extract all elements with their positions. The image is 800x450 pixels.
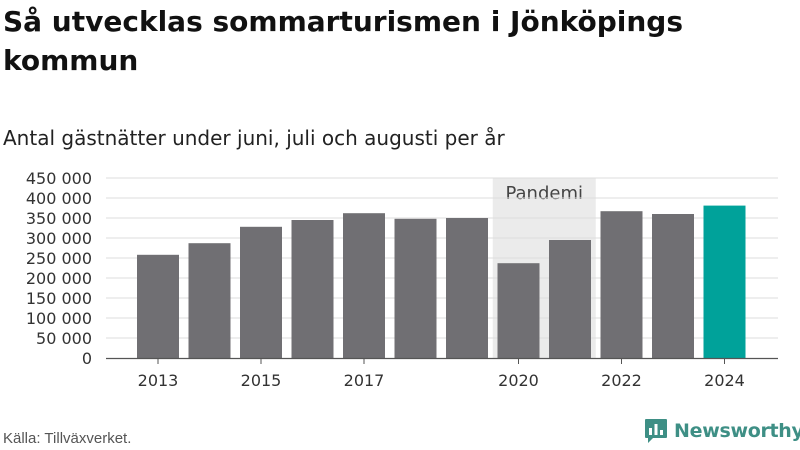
bar-2018 — [394, 218, 437, 358]
y-tick-label: 300 000 — [26, 229, 92, 248]
x-tick-label: 2013 — [138, 371, 179, 390]
brand-name: Newsworthy — [674, 420, 800, 442]
bar-2017 — [343, 213, 385, 358]
y-tick-label: 0 — [82, 349, 92, 368]
bars-layer — [137, 205, 746, 358]
bar-2019 — [446, 218, 488, 358]
bar-2023 — [652, 214, 694, 358]
bar-2022 — [600, 211, 643, 358]
chart-title: Så utvecklas sommarturismen i Jönköpings… — [3, 5, 684, 77]
bar-2020 — [497, 263, 540, 358]
x-tick-label: 2017 — [344, 371, 385, 390]
x-tick-label: 2022 — [601, 371, 642, 390]
newsworthy-logo-icon — [645, 419, 667, 443]
x-tick-label: 2020 — [498, 371, 539, 390]
chart-subtitle: Antal gästnätter under juni, juli och au… — [3, 126, 505, 150]
bar-2024 — [703, 205, 746, 358]
x-tick-label: 2024 — [704, 371, 745, 390]
bar-2014 — [188, 243, 231, 358]
y-tick-label: 50 000 — [36, 329, 92, 348]
bar-2013 — [137, 254, 179, 358]
annotation-label: Pandemi — [505, 183, 583, 204]
brand-logo: Newsworthy — [644, 418, 800, 444]
bar-2021 — [549, 240, 591, 358]
y-tick-label: 400 000 — [26, 189, 92, 208]
x-tick-label: 2015 — [241, 371, 282, 390]
y-tick-label: 350 000 — [26, 209, 92, 228]
y-tick-label: 450 000 — [26, 169, 92, 188]
bar-2015 — [240, 226, 282, 358]
bar-2016 — [291, 220, 334, 358]
y-tick-label: 100 000 — [26, 309, 92, 328]
y-tick-label: 250 000 — [26, 249, 92, 268]
y-tick-label: 150 000 — [26, 289, 92, 308]
y-tick-label: 200 000 — [26, 269, 92, 288]
source-note: Källa: Tillväxverket. — [3, 430, 132, 447]
